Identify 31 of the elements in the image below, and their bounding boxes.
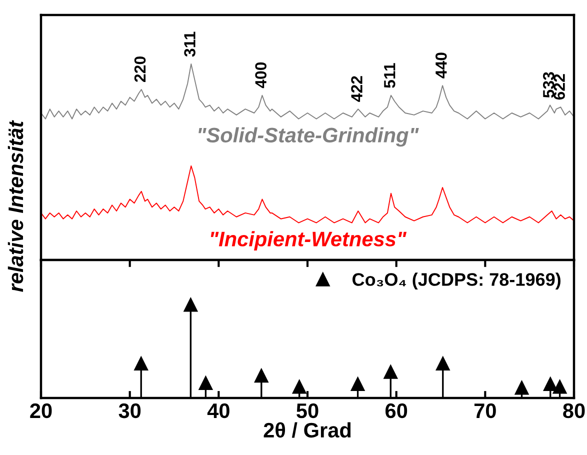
point <box>254 368 268 383</box>
x-tick-label: 20 <box>30 403 52 418</box>
point <box>514 380 529 395</box>
annotation: 511 <box>384 63 396 88</box>
series-label: "Incipient-Wetness" <box>210 231 407 251</box>
point <box>184 298 198 312</box>
y-axis-title: relative Intensität <box>8 120 24 292</box>
annotation: 422 <box>351 76 362 102</box>
x-axis-title: 2θ / Grad <box>264 422 351 438</box>
point <box>552 380 567 394</box>
point <box>134 356 148 370</box>
annotation: 533 <box>542 72 554 98</box>
x-tick-label: 80 <box>563 403 585 418</box>
point <box>350 377 365 391</box>
legend-label: Co₃O₄ (JCDPS: 78-1969) <box>352 272 560 290</box>
point <box>384 364 398 379</box>
x-tick-label: 50 <box>296 403 318 418</box>
annotation: 220 <box>134 56 146 82</box>
x-tick-label: 30 <box>118 403 141 418</box>
series-label: "Solid-State-Grinding" <box>198 127 419 147</box>
annotation: 622 <box>554 74 565 100</box>
x-tick-label: 40 <box>207 403 230 418</box>
annotation: 311 <box>184 32 196 57</box>
point <box>436 356 450 370</box>
point <box>198 376 213 390</box>
point <box>292 380 306 394</box>
point <box>543 377 558 391</box>
x-tick-label: 70 <box>474 403 496 418</box>
annotation: 400 <box>255 62 266 88</box>
x-tick-label: 60 <box>386 403 408 418</box>
annotation: 440 <box>436 52 447 78</box>
